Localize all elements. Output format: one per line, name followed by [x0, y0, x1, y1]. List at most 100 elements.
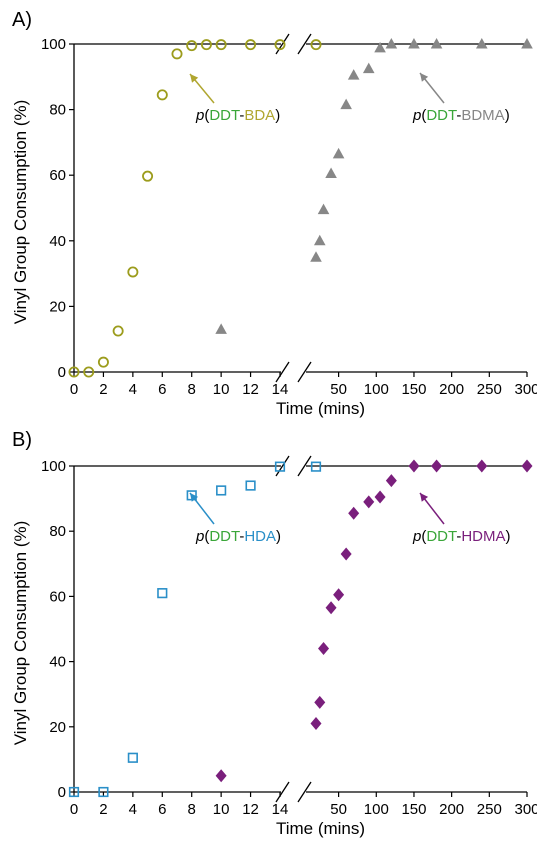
annotation-open-paren: ( — [421, 107, 426, 124]
x-tick-label: 50 — [330, 381, 347, 398]
x-axis-title: Time (mins) — [276, 399, 365, 418]
annotation-part2: BDMA — [461, 107, 504, 124]
x-tick-label: 12 — [242, 381, 259, 398]
y-axis-title: Vinyl Group Consumption (%) — [11, 100, 30, 325]
annotation-close-paren: ) — [505, 107, 510, 124]
series-annotation: p(DDT-BDA) — [195, 107, 280, 124]
data-point — [186, 40, 198, 52]
chart-panel-1: 0 20 40 60 80 100 0 2 4 6 8 10 12 14 50 100 150 200 250 300… — [11, 9, 537, 418]
data-point — [408, 459, 420, 473]
annotation-prefix: p — [195, 528, 204, 545]
annotation-prefix: p — [412, 107, 421, 124]
data-point — [430, 38, 443, 49]
annotation-arrow-head — [420, 73, 429, 82]
data-point — [142, 170, 154, 182]
panel-label: B) — [12, 429, 32, 451]
data-point — [274, 461, 286, 472]
data-point — [318, 642, 330, 656]
data-point — [340, 98, 352, 110]
annotation-part2: HDA — [244, 528, 276, 545]
data-point — [171, 48, 183, 60]
data-point — [310, 717, 322, 731]
chart-panel-2: 0 20 40 60 80 100 0 2 4 6 8 10 12 14 50 100 150 200 250 300… — [11, 429, 537, 838]
y-tick-label: 0 — [58, 784, 66, 801]
x-tick-label: 0 — [70, 801, 78, 818]
x-tick-label: 2 — [99, 801, 107, 818]
data-point — [340, 547, 352, 561]
axis-break-mark — [275, 455, 290, 477]
y-tick-label: 20 — [49, 719, 66, 736]
data-point — [325, 167, 337, 179]
data-point — [475, 38, 488, 49]
annotation-arrow-head — [190, 74, 199, 83]
data-point — [68, 366, 80, 378]
data-point — [408, 38, 420, 49]
data-point — [310, 251, 322, 262]
data-point — [156, 89, 168, 101]
y-tick-label: 40 — [49, 654, 66, 671]
data-point — [332, 147, 345, 159]
x-tick-label: 4 — [129, 381, 137, 398]
annotation-part1: DDT — [426, 528, 457, 545]
annotation-arrow-head — [420, 493, 429, 502]
data-point — [310, 39, 322, 51]
data-point — [200, 39, 212, 51]
axis-break-mark — [297, 361, 312, 383]
x-tick-label: 6 — [158, 801, 166, 818]
series-annotation: p(DDT-HDMA) — [412, 528, 511, 545]
data-point — [314, 695, 326, 709]
data-point — [215, 39, 227, 51]
data-point — [348, 506, 360, 520]
x-tick-label: 100 — [364, 381, 389, 398]
panel-label: A) — [12, 9, 32, 31]
annotation-arrow-head — [190, 493, 199, 502]
axis-break-mark — [297, 455, 312, 477]
data-point — [245, 39, 257, 51]
y-tick-label: 100 — [41, 36, 66, 53]
data-point — [97, 356, 109, 368]
x-tick-label: 6 — [158, 381, 166, 398]
data-point — [127, 266, 139, 278]
data-point — [325, 601, 337, 615]
x-tick-label: 0 — [70, 381, 78, 398]
data-point — [521, 38, 533, 49]
y-tick-label: 100 — [41, 458, 66, 475]
axis-break-mark — [275, 33, 290, 55]
data-point — [157, 588, 168, 599]
data-point — [313, 234, 326, 246]
annotation-dash: - — [456, 107, 461, 124]
y-tick-label: 0 — [58, 364, 66, 381]
x-tick-label: 4 — [129, 801, 137, 818]
data-point — [127, 752, 138, 763]
annotation-close-paren: ) — [506, 528, 511, 545]
x-tick-label: 8 — [188, 801, 196, 818]
axis-break-mark — [297, 33, 312, 55]
y-tick-label: 40 — [49, 233, 66, 250]
y-axis-title: Vinyl Group Consumption (%) — [11, 521, 30, 746]
data-point — [374, 41, 386, 53]
data-point — [385, 474, 397, 488]
data-point — [363, 495, 375, 509]
data-point — [347, 69, 360, 80]
data-point — [362, 62, 375, 74]
y-tick-label: 60 — [49, 588, 66, 605]
x-tick-label: 250 — [477, 801, 502, 818]
x-tick-label: 50 — [330, 801, 347, 818]
data-point — [274, 39, 286, 51]
x-tick-label: 150 — [401, 381, 426, 398]
data-point — [521, 459, 533, 473]
x-tick-label: 300 — [514, 801, 537, 818]
x-axis-title: Time (mins) — [276, 819, 365, 838]
annotation-dash: - — [456, 528, 461, 545]
x-tick-label: 10 — [213, 801, 230, 818]
x-tick-label: 200 — [439, 381, 464, 398]
x-tick-label: 150 — [401, 801, 426, 818]
axis-break-mark — [275, 781, 290, 803]
annotation-prefix: p — [412, 528, 421, 545]
annotation-close-paren: ) — [276, 528, 281, 545]
x-tick-label: 12 — [242, 801, 259, 818]
x-tick-label: 250 — [477, 381, 502, 398]
x-tick-label: 8 — [188, 381, 196, 398]
